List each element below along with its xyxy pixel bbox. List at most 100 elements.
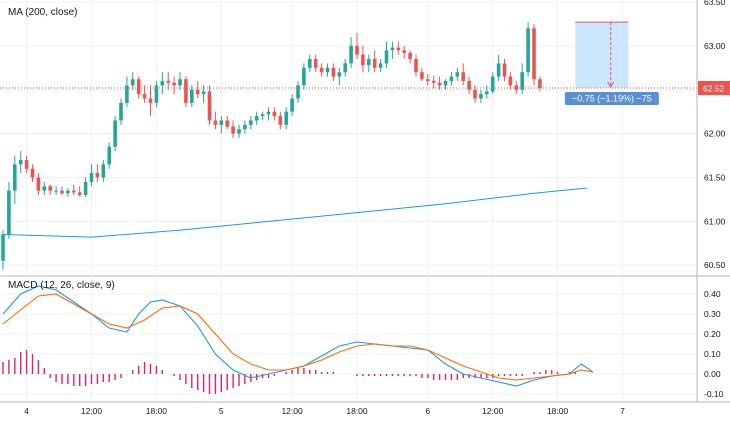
candle-down[interactable] bbox=[207, 85, 212, 125]
candle-down[interactable] bbox=[473, 85, 477, 103]
candle-up[interactable] bbox=[284, 107, 288, 130]
candle-down[interactable] bbox=[231, 120, 235, 138]
candle-down[interactable] bbox=[426, 73, 430, 86]
candle-up[interactable] bbox=[378, 59, 383, 73]
candle-up[interactable] bbox=[520, 63, 524, 95]
candle-down[interactable] bbox=[431, 75, 436, 88]
candle-down[interactable] bbox=[184, 76, 188, 108]
candle-down[interactable] bbox=[508, 72, 513, 90]
price-pane[interactable]: −0.75 (−1.19%) −75 bbox=[0, 1, 697, 274]
candle-up[interactable] bbox=[154, 80, 159, 108]
candle-down[interactable] bbox=[372, 50, 377, 73]
candle-down[interactable] bbox=[225, 116, 229, 130]
candle-down[interactable] bbox=[72, 184, 76, 196]
candle-up[interactable] bbox=[296, 80, 300, 103]
candle-down[interactable] bbox=[172, 76, 176, 95]
candle-up[interactable] bbox=[496, 54, 501, 81]
candle-down[interactable] bbox=[142, 85, 147, 103]
candle-down[interactable] bbox=[461, 63, 465, 86]
macd-axis-tick-label: -0.10 bbox=[704, 389, 724, 399]
candle-up[interactable] bbox=[13, 155, 17, 204]
candle-down[interactable] bbox=[278, 111, 283, 130]
candle-up[interactable] bbox=[290, 94, 294, 117]
candle-down[interactable] bbox=[420, 67, 424, 81]
candle-down[interactable] bbox=[414, 54, 418, 77]
candle-down[interactable] bbox=[213, 111, 218, 130]
candle-down[interactable] bbox=[148, 85, 153, 117]
candle-up[interactable] bbox=[455, 67, 460, 81]
candle-up[interactable] bbox=[237, 124, 241, 138]
candle-up[interactable] bbox=[260, 111, 265, 121]
candle-up[interactable] bbox=[479, 89, 483, 103]
candle-down[interactable] bbox=[361, 45, 365, 73]
candle-up[interactable] bbox=[119, 98, 123, 125]
candle-down[interactable] bbox=[95, 164, 100, 182]
candle-down[interactable] bbox=[313, 54, 318, 73]
candle-down[interactable] bbox=[396, 41, 401, 55]
candle-up[interactable] bbox=[1, 230, 5, 270]
time-axis[interactable]: 4 12:00 18:00 5 12:00 18:00 6 12:00 18:00 7 bbox=[24, 406, 625, 416]
candle-down[interactable] bbox=[355, 32, 359, 60]
candle-down[interactable] bbox=[195, 80, 200, 99]
candle-down[interactable] bbox=[77, 186, 82, 197]
candle-down[interactable] bbox=[48, 184, 52, 196]
candle-down[interactable] bbox=[408, 50, 412, 64]
candle-up[interactable] bbox=[254, 111, 259, 125]
candle-down[interactable] bbox=[532, 23, 536, 86]
candle-up[interactable] bbox=[349, 37, 353, 68]
candle-down[interactable] bbox=[502, 59, 507, 81]
candle-up[interactable] bbox=[490, 72, 495, 95]
candle-down[interactable] bbox=[319, 63, 324, 77]
candle-down[interactable] bbox=[166, 72, 170, 90]
candle-up[interactable] bbox=[449, 72, 454, 86]
candle-up[interactable] bbox=[526, 22, 530, 77]
candle-down[interactable] bbox=[36, 173, 41, 196]
candle-down[interactable] bbox=[30, 164, 35, 182]
candle-up[interactable] bbox=[131, 72, 135, 90]
candle-up[interactable] bbox=[219, 116, 224, 134]
candle-up[interactable] bbox=[107, 142, 111, 169]
candle-up[interactable] bbox=[343, 59, 347, 77]
candle-up[interactable] bbox=[485, 85, 489, 99]
candle-up[interactable] bbox=[7, 181, 11, 239]
candle-up[interactable] bbox=[243, 120, 247, 134]
candle-up[interactable] bbox=[42, 181, 47, 196]
candle-up[interactable] bbox=[125, 76, 129, 108]
candle-up[interactable] bbox=[54, 186, 58, 196]
candle-down[interactable] bbox=[331, 63, 336, 81]
price-axis-tick-label: 60.50 bbox=[704, 260, 726, 270]
candle-down[interactable] bbox=[402, 45, 406, 60]
candle-up[interactable] bbox=[113, 116, 117, 152]
candle-down[interactable] bbox=[437, 76, 442, 90]
candle-up[interactable] bbox=[83, 177, 88, 197]
candle-up[interactable] bbox=[337, 67, 342, 86]
candle-down[interactable] bbox=[60, 186, 64, 196]
candle-down[interactable] bbox=[136, 76, 141, 99]
candle-up[interactable] bbox=[390, 41, 395, 60]
macd-pane[interactable] bbox=[0, 278, 697, 400]
candle-up[interactable] bbox=[178, 72, 182, 90]
candle-down[interactable] bbox=[467, 76, 471, 95]
candle-up[interactable] bbox=[89, 164, 94, 187]
candle-up[interactable] bbox=[308, 54, 312, 73]
candle-up[interactable] bbox=[201, 85, 206, 103]
candle-up[interactable] bbox=[18, 151, 23, 174]
candle-up[interactable] bbox=[101, 159, 106, 182]
candle-up[interactable] bbox=[66, 188, 70, 197]
candle-up[interactable] bbox=[367, 54, 371, 73]
candle-down[interactable] bbox=[272, 107, 277, 121]
candle-down[interactable] bbox=[24, 155, 29, 174]
candle-up[interactable] bbox=[302, 63, 306, 90]
measure-box[interactable] bbox=[575, 22, 629, 88]
candle-up[interactable] bbox=[384, 41, 389, 68]
candle-up[interactable] bbox=[266, 107, 271, 121]
candle-up[interactable] bbox=[249, 116, 253, 130]
candle-up[interactable] bbox=[190, 85, 194, 108]
macd-axis-tick-label: 0.10 bbox=[704, 349, 721, 359]
candle-up[interactable] bbox=[443, 79, 448, 90]
candle-down[interactable] bbox=[538, 76, 542, 92]
candle-down[interactable] bbox=[514, 80, 519, 95]
candle-up[interactable] bbox=[325, 63, 330, 77]
candle-up[interactable] bbox=[160, 72, 165, 95]
